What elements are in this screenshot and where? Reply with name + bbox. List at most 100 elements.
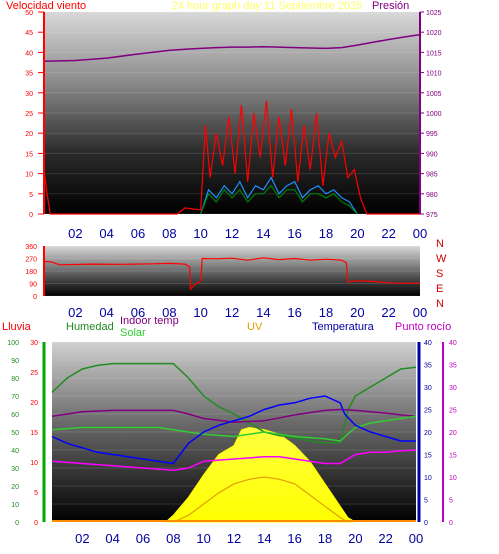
climate-x-tick-0: 02: [75, 531, 89, 546]
temperature-label: Temperatura: [312, 321, 375, 333]
wind-axis-label: Velocidad viento: [6, 0, 86, 12]
humidity-tick-6: 60: [11, 412, 19, 419]
indoor-temp-label: Indoor temp: [120, 315, 179, 327]
series-outdoor_green: [51, 415, 417, 442]
rain-tick-0: 0: [34, 520, 38, 527]
direction-x-tick-1: 04: [99, 305, 113, 320]
series-temperature: [51, 395, 416, 465]
wind-tick-7: 35: [25, 71, 33, 78]
direction-tick-3: 270: [25, 257, 37, 264]
chart-title: 24 hour graph day 11 Septiembre 2025: [172, 0, 363, 12]
temp-tick-1: 5: [424, 498, 428, 505]
temp-tick-8: 40: [424, 340, 432, 347]
humidity-tick-7: 70: [11, 394, 19, 401]
compass-label-0: N: [436, 238, 444, 250]
humidity-tick-5: 50: [11, 430, 19, 437]
compass-label-4: N: [436, 298, 444, 310]
dew-tick-2: 10: [449, 475, 457, 482]
temp-tick-6: 30: [424, 385, 432, 392]
series-direction: [43, 257, 420, 291]
wind-x-tick-2: 06: [131, 226, 145, 241]
wind-x-tick-10: 22: [381, 226, 395, 241]
wind-x-tick-9: 20: [350, 226, 364, 241]
dew-tick-6: 30: [449, 385, 457, 392]
humidity-tick-2: 20: [11, 484, 19, 491]
wind-tick-6: 30: [25, 91, 33, 98]
humidity-tick-10: 100: [7, 340, 19, 347]
rain-tick-6: 30: [30, 340, 38, 347]
humidity-tick-3: 30: [11, 466, 19, 473]
climate-x-tick-4: 10: [196, 531, 210, 546]
uv-label: UV: [247, 321, 263, 333]
series-indoor: [51, 408, 417, 423]
climate-x-tick-11: 00: [409, 531, 423, 546]
series-wind_avg: [200, 184, 358, 215]
climate-x-tick-2: 06: [136, 531, 150, 546]
dew-tick-7: 35: [449, 363, 457, 370]
direction-tick-1: 90: [29, 282, 37, 289]
series-wind_gust: [43, 100, 420, 215]
temp-tick-4: 20: [424, 430, 432, 437]
compass-label-1: W: [436, 253, 447, 265]
dew-tick-3: 15: [449, 453, 457, 460]
wind-x-tick-0: 02: [68, 226, 82, 241]
series-solar: [165, 426, 356, 523]
temp-tick-5: 25: [424, 408, 432, 415]
dew-tick-5: 25: [449, 408, 457, 415]
wind-x-tick-5: 12: [225, 226, 239, 241]
climate-x-tick-10: 22: [378, 531, 392, 546]
wind-tick-2: 10: [25, 172, 33, 179]
direction-x-tick-2: 06: [131, 305, 145, 320]
direction-x-tick-0: 02: [68, 305, 82, 320]
pressure-tick-2: 985: [426, 172, 438, 179]
rain-tick-2: 10: [30, 460, 38, 467]
pressure-tick-5: 1000: [426, 111, 442, 118]
rain-tick-3: 15: [30, 430, 38, 437]
wind-tick-0: 0: [29, 212, 33, 219]
climate-x-tick-5: 12: [227, 531, 241, 546]
climate-x-tick-1: 04: [105, 531, 119, 546]
direction-tick-4: 360: [25, 244, 37, 251]
pressure-tick-8: 1015: [426, 50, 442, 57]
humidity-tick-4: 40: [11, 448, 19, 455]
direction-tick-2: 180: [25, 269, 37, 276]
pressure-tick-10: 1025: [426, 10, 442, 17]
wind-x-tick-1: 04: [99, 226, 113, 241]
direction-plot-background: [44, 246, 420, 296]
wind-x-tick-11: 00: [413, 226, 427, 241]
wind-x-tick-7: 16: [287, 226, 301, 241]
humidity-label: Humedad: [66, 321, 114, 333]
dew-tick-8: 40: [449, 340, 457, 347]
solar-label: Solar: [120, 327, 146, 339]
temp-tick-0: 0: [424, 520, 428, 527]
pressure-tick-0: 975: [426, 212, 438, 219]
wind-pressure-chart: Velocidad viento 24 hour graph day 11 Se…: [6, 0, 442, 241]
wind-x-tick-6: 14: [256, 226, 270, 241]
climate-x-tick-6: 14: [257, 531, 271, 546]
wind-x-tick-3: 08: [162, 226, 176, 241]
wind-tick-8: 40: [25, 50, 33, 57]
dew-point-label: Punto rocío: [395, 321, 451, 333]
temp-tick-3: 15: [424, 453, 432, 460]
series-uv: [173, 476, 349, 523]
wind-tick-10: 50: [25, 10, 33, 17]
pressure-tick-1: 980: [426, 192, 438, 199]
temp-tick-2: 10: [424, 475, 432, 482]
temp-tick-7: 35: [424, 363, 432, 370]
climate-x-tick-3: 08: [166, 531, 180, 546]
wind-x-tick-8: 18: [319, 226, 333, 241]
direction-x-tick-11: 00: [413, 305, 427, 320]
dew-tick-1: 5: [449, 498, 453, 505]
series-dew: [51, 449, 417, 472]
pressure-tick-6: 1005: [426, 91, 442, 98]
pressure-tick-9: 1020: [426, 30, 442, 37]
compass-label-2: S: [436, 268, 443, 280]
climate-chart: Lluvia Humedad Indoor temp Solar UV Temp…: [2, 315, 457, 546]
direction-x-tick-9: 20: [350, 305, 364, 320]
humidity-tick-0: 0: [15, 520, 19, 527]
climate-x-tick-7: 16: [287, 531, 301, 546]
direction-x-tick-6: 14: [256, 305, 270, 320]
climate-x-tick-8: 18: [318, 531, 332, 546]
